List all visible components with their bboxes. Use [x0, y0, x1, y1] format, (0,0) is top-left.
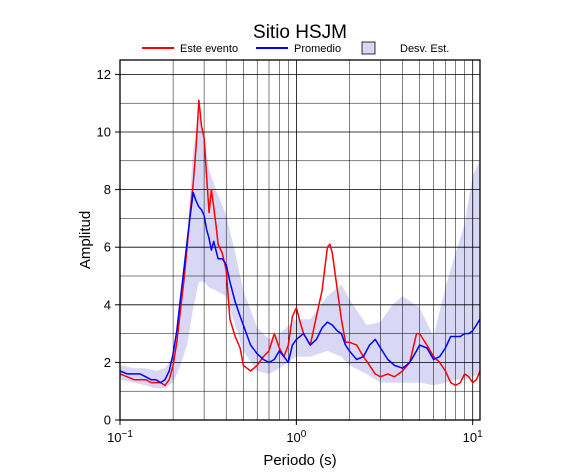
std-band-layer: [120, 114, 480, 389]
frame-layer: [119, 59, 481, 421]
std-band-area: [120, 114, 480, 389]
y-axis-label: Amplitud: [77, 211, 94, 269]
x-tick-label: 100: [286, 429, 306, 445]
legend: Este evento Promedio Desv. Est.: [142, 41, 449, 55]
chart-title: Sitio HSJM: [253, 22, 347, 43]
legend-label: Este evento: [180, 43, 238, 55]
y-tick-label: 4: [104, 297, 111, 312]
series-line-este-evento: [119, 99, 481, 387]
y-tick-label: 2: [104, 355, 111, 370]
x-tick-label: 101: [463, 429, 483, 445]
x-tick-label: 10−1: [107, 429, 133, 445]
series-layer: [119, 99, 481, 387]
legend-label: Desv. Est.: [400, 43, 449, 55]
tick-layer: 0 2 4 6 8 10 12 10−1 100 101: [97, 67, 484, 445]
plot-frame: [119, 59, 481, 421]
legend-swatch-area: [361, 41, 376, 55]
y-tick-label: 0: [104, 413, 111, 428]
legend-label: Promedio: [294, 43, 341, 55]
y-tick-label: 8: [104, 182, 111, 197]
y-tick-label: 6: [104, 240, 111, 255]
series-line-promedio: [119, 191, 481, 384]
y-tick-label: 10: [97, 125, 111, 140]
x-axis-label: Periodo (s): [263, 452, 336, 469]
y-tick-label: 12: [97, 67, 111, 82]
